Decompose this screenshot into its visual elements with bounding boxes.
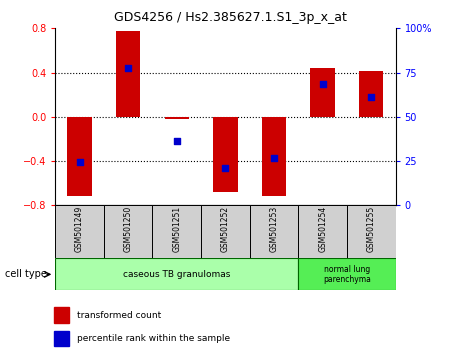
Point [173,138,180,144]
Bar [116,30,140,117]
Text: GDS4256 / Hs2.385627.1.S1_3p_x_at: GDS4256 / Hs2.385627.1.S1_3p_x_at [113,11,346,24]
Bar [55,258,298,290]
Bar [152,205,201,258]
Bar [249,205,298,258]
Text: GSM501252: GSM501252 [220,206,230,252]
Bar [358,72,383,117]
Bar [261,117,285,196]
Bar [201,205,249,258]
Text: GSM501253: GSM501253 [269,206,278,252]
Text: GSM501255: GSM501255 [366,206,375,252]
Bar [67,117,91,196]
Text: GSM501250: GSM501250 [123,206,132,252]
Bar [54,307,69,323]
Point [221,165,229,171]
Point [270,155,277,161]
Point [367,94,374,100]
Text: normal lung
parenchyma: normal lung parenchyma [322,265,370,284]
Text: caseous TB granulomas: caseous TB granulomas [123,270,230,279]
Bar [55,205,104,258]
Text: cell type: cell type [5,269,46,279]
Bar [346,205,395,258]
Point [124,65,132,71]
Point [318,81,325,86]
Bar [104,205,152,258]
Text: GSM501254: GSM501254 [318,206,326,252]
Bar [298,205,346,258]
Text: percentile rank within the sample: percentile rank within the sample [77,334,230,343]
Bar [213,117,237,192]
Bar [54,331,69,347]
Text: GSM501251: GSM501251 [172,206,181,252]
Bar [164,117,189,119]
Point [76,159,83,165]
Bar [310,68,334,117]
Text: transformed count: transformed count [77,311,161,320]
Bar [298,258,395,290]
Text: GSM501249: GSM501249 [75,206,84,252]
